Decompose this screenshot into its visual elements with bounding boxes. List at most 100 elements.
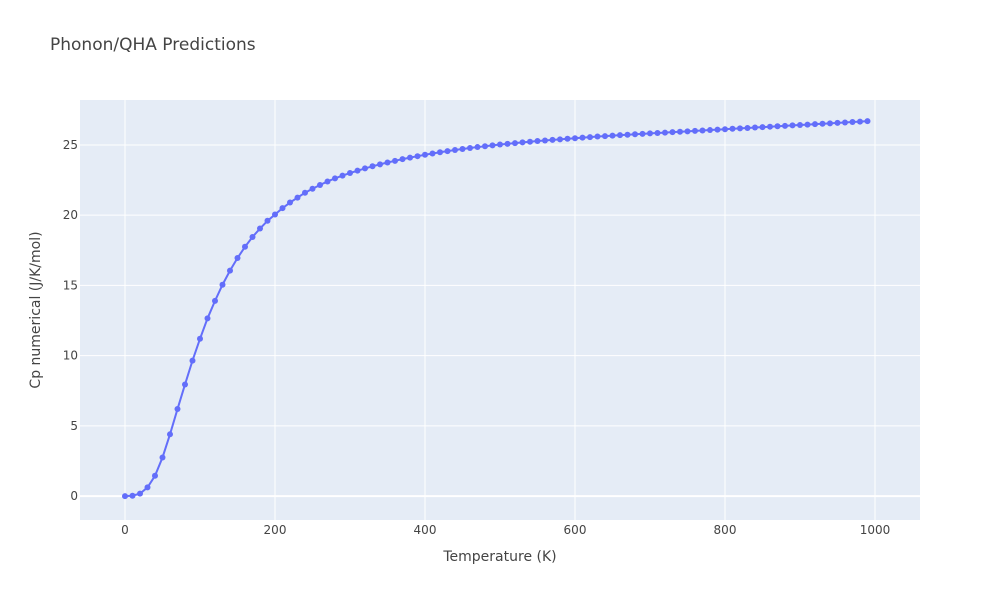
data-point[interactable] bbox=[557, 136, 563, 143]
data-point[interactable] bbox=[264, 217, 271, 224]
data-point[interactable] bbox=[474, 144, 481, 151]
data-point[interactable] bbox=[504, 140, 511, 147]
data-point[interactable] bbox=[534, 138, 541, 145]
data-point[interactable] bbox=[242, 243, 248, 250]
data-point[interactable] bbox=[137, 490, 143, 497]
data-point[interactable] bbox=[827, 120, 833, 127]
data-point[interactable] bbox=[317, 181, 323, 188]
data-point[interactable] bbox=[684, 128, 691, 135]
data-point[interactable] bbox=[542, 137, 548, 144]
data-point[interactable] bbox=[849, 119, 856, 126]
data-point[interactable] bbox=[122, 493, 128, 500]
data-point[interactable] bbox=[452, 147, 458, 154]
data-point[interactable] bbox=[639, 130, 646, 137]
data-point[interactable] bbox=[564, 135, 571, 142]
data-point[interactable] bbox=[339, 172, 346, 179]
data-point[interactable] bbox=[737, 125, 743, 132]
data-point[interactable] bbox=[729, 125, 736, 132]
data-point[interactable] bbox=[864, 118, 871, 125]
data-point[interactable] bbox=[834, 119, 841, 126]
data-point[interactable] bbox=[572, 135, 578, 142]
data-point[interactable] bbox=[422, 151, 428, 158]
data-point[interactable] bbox=[482, 143, 488, 150]
data-point[interactable] bbox=[677, 128, 683, 135]
data-point[interactable] bbox=[602, 133, 608, 140]
data-point[interactable] bbox=[182, 381, 188, 388]
data-point[interactable] bbox=[767, 123, 773, 130]
data-point[interactable] bbox=[497, 141, 503, 148]
data-point[interactable] bbox=[782, 122, 788, 129]
data-point[interactable] bbox=[797, 122, 803, 128]
data-point[interactable] bbox=[272, 211, 278, 218]
data-point[interactable] bbox=[519, 139, 526, 146]
data-point[interactable] bbox=[774, 123, 781, 130]
data-point[interactable] bbox=[212, 297, 218, 304]
data-point[interactable] bbox=[819, 120, 826, 127]
data-point[interactable] bbox=[669, 129, 676, 136]
data-point[interactable] bbox=[842, 119, 848, 126]
data-point[interactable] bbox=[707, 127, 713, 134]
data-point[interactable] bbox=[309, 185, 316, 192]
data-point[interactable] bbox=[752, 124, 758, 131]
data-point[interactable] bbox=[287, 199, 293, 206]
data-point[interactable] bbox=[392, 157, 398, 164]
data-point[interactable] bbox=[159, 454, 166, 461]
data-point[interactable] bbox=[587, 134, 593, 141]
data-point[interactable] bbox=[692, 127, 698, 134]
data-point[interactable] bbox=[407, 154, 413, 161]
data-point[interactable] bbox=[744, 124, 751, 131]
data-point[interactable] bbox=[399, 156, 406, 163]
data-point[interactable] bbox=[722, 126, 728, 133]
data-point[interactable] bbox=[699, 127, 706, 134]
data-point[interactable] bbox=[279, 205, 286, 212]
plot-area[interactable] bbox=[80, 100, 920, 520]
data-point[interactable] bbox=[662, 129, 668, 136]
data-point[interactable] bbox=[437, 149, 443, 156]
data-point[interactable] bbox=[594, 133, 601, 140]
data-point[interactable] bbox=[294, 194, 301, 201]
data-point[interactable] bbox=[234, 255, 241, 262]
data-point[interactable] bbox=[354, 167, 361, 174]
data-point[interactable] bbox=[384, 159, 391, 166]
data-point[interactable] bbox=[257, 225, 263, 232]
data-point[interactable] bbox=[204, 315, 211, 322]
data-point[interactable] bbox=[647, 130, 653, 137]
data-point[interactable] bbox=[152, 472, 158, 479]
data-point[interactable] bbox=[324, 178, 331, 185]
data-point[interactable] bbox=[249, 233, 256, 240]
data-point[interactable] bbox=[189, 357, 196, 364]
data-point[interactable] bbox=[377, 161, 383, 168]
data-point[interactable] bbox=[632, 131, 638, 138]
data-point[interactable] bbox=[812, 121, 818, 128]
data-point[interactable] bbox=[459, 146, 466, 153]
data-point[interactable] bbox=[227, 267, 233, 274]
data-point[interactable] bbox=[579, 134, 586, 141]
data-point[interactable] bbox=[369, 163, 376, 170]
data-point[interactable] bbox=[804, 121, 811, 128]
data-point[interactable] bbox=[857, 118, 863, 125]
data-point[interactable] bbox=[414, 153, 421, 160]
data-point[interactable] bbox=[714, 126, 721, 133]
data-point[interactable] bbox=[444, 148, 451, 155]
data-point[interactable] bbox=[347, 170, 353, 177]
data-point[interactable] bbox=[654, 130, 661, 137]
data-point[interactable] bbox=[174, 406, 181, 413]
data-point[interactable] bbox=[759, 124, 766, 131]
data-point[interactable] bbox=[302, 189, 308, 196]
data-point[interactable] bbox=[332, 175, 338, 182]
data-point[interactable] bbox=[362, 165, 368, 172]
data-point[interactable] bbox=[467, 145, 473, 152]
data-point[interactable] bbox=[144, 484, 151, 491]
data-point[interactable] bbox=[219, 281, 226, 288]
data-point[interactable] bbox=[527, 138, 533, 145]
data-point[interactable] bbox=[617, 132, 623, 139]
data-point[interactable] bbox=[789, 122, 796, 129]
data-point[interactable] bbox=[429, 150, 436, 157]
data-point[interactable] bbox=[167, 431, 173, 438]
data-point[interactable] bbox=[609, 132, 616, 139]
data-point[interactable] bbox=[624, 131, 631, 138]
data-point[interactable] bbox=[549, 136, 556, 143]
data-point[interactable] bbox=[512, 140, 518, 147]
data-point[interactable] bbox=[197, 335, 203, 342]
data-point[interactable] bbox=[129, 492, 136, 499]
